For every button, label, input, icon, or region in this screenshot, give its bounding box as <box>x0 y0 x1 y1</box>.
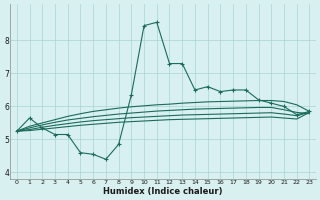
X-axis label: Humidex (Indice chaleur): Humidex (Indice chaleur) <box>103 187 223 196</box>
